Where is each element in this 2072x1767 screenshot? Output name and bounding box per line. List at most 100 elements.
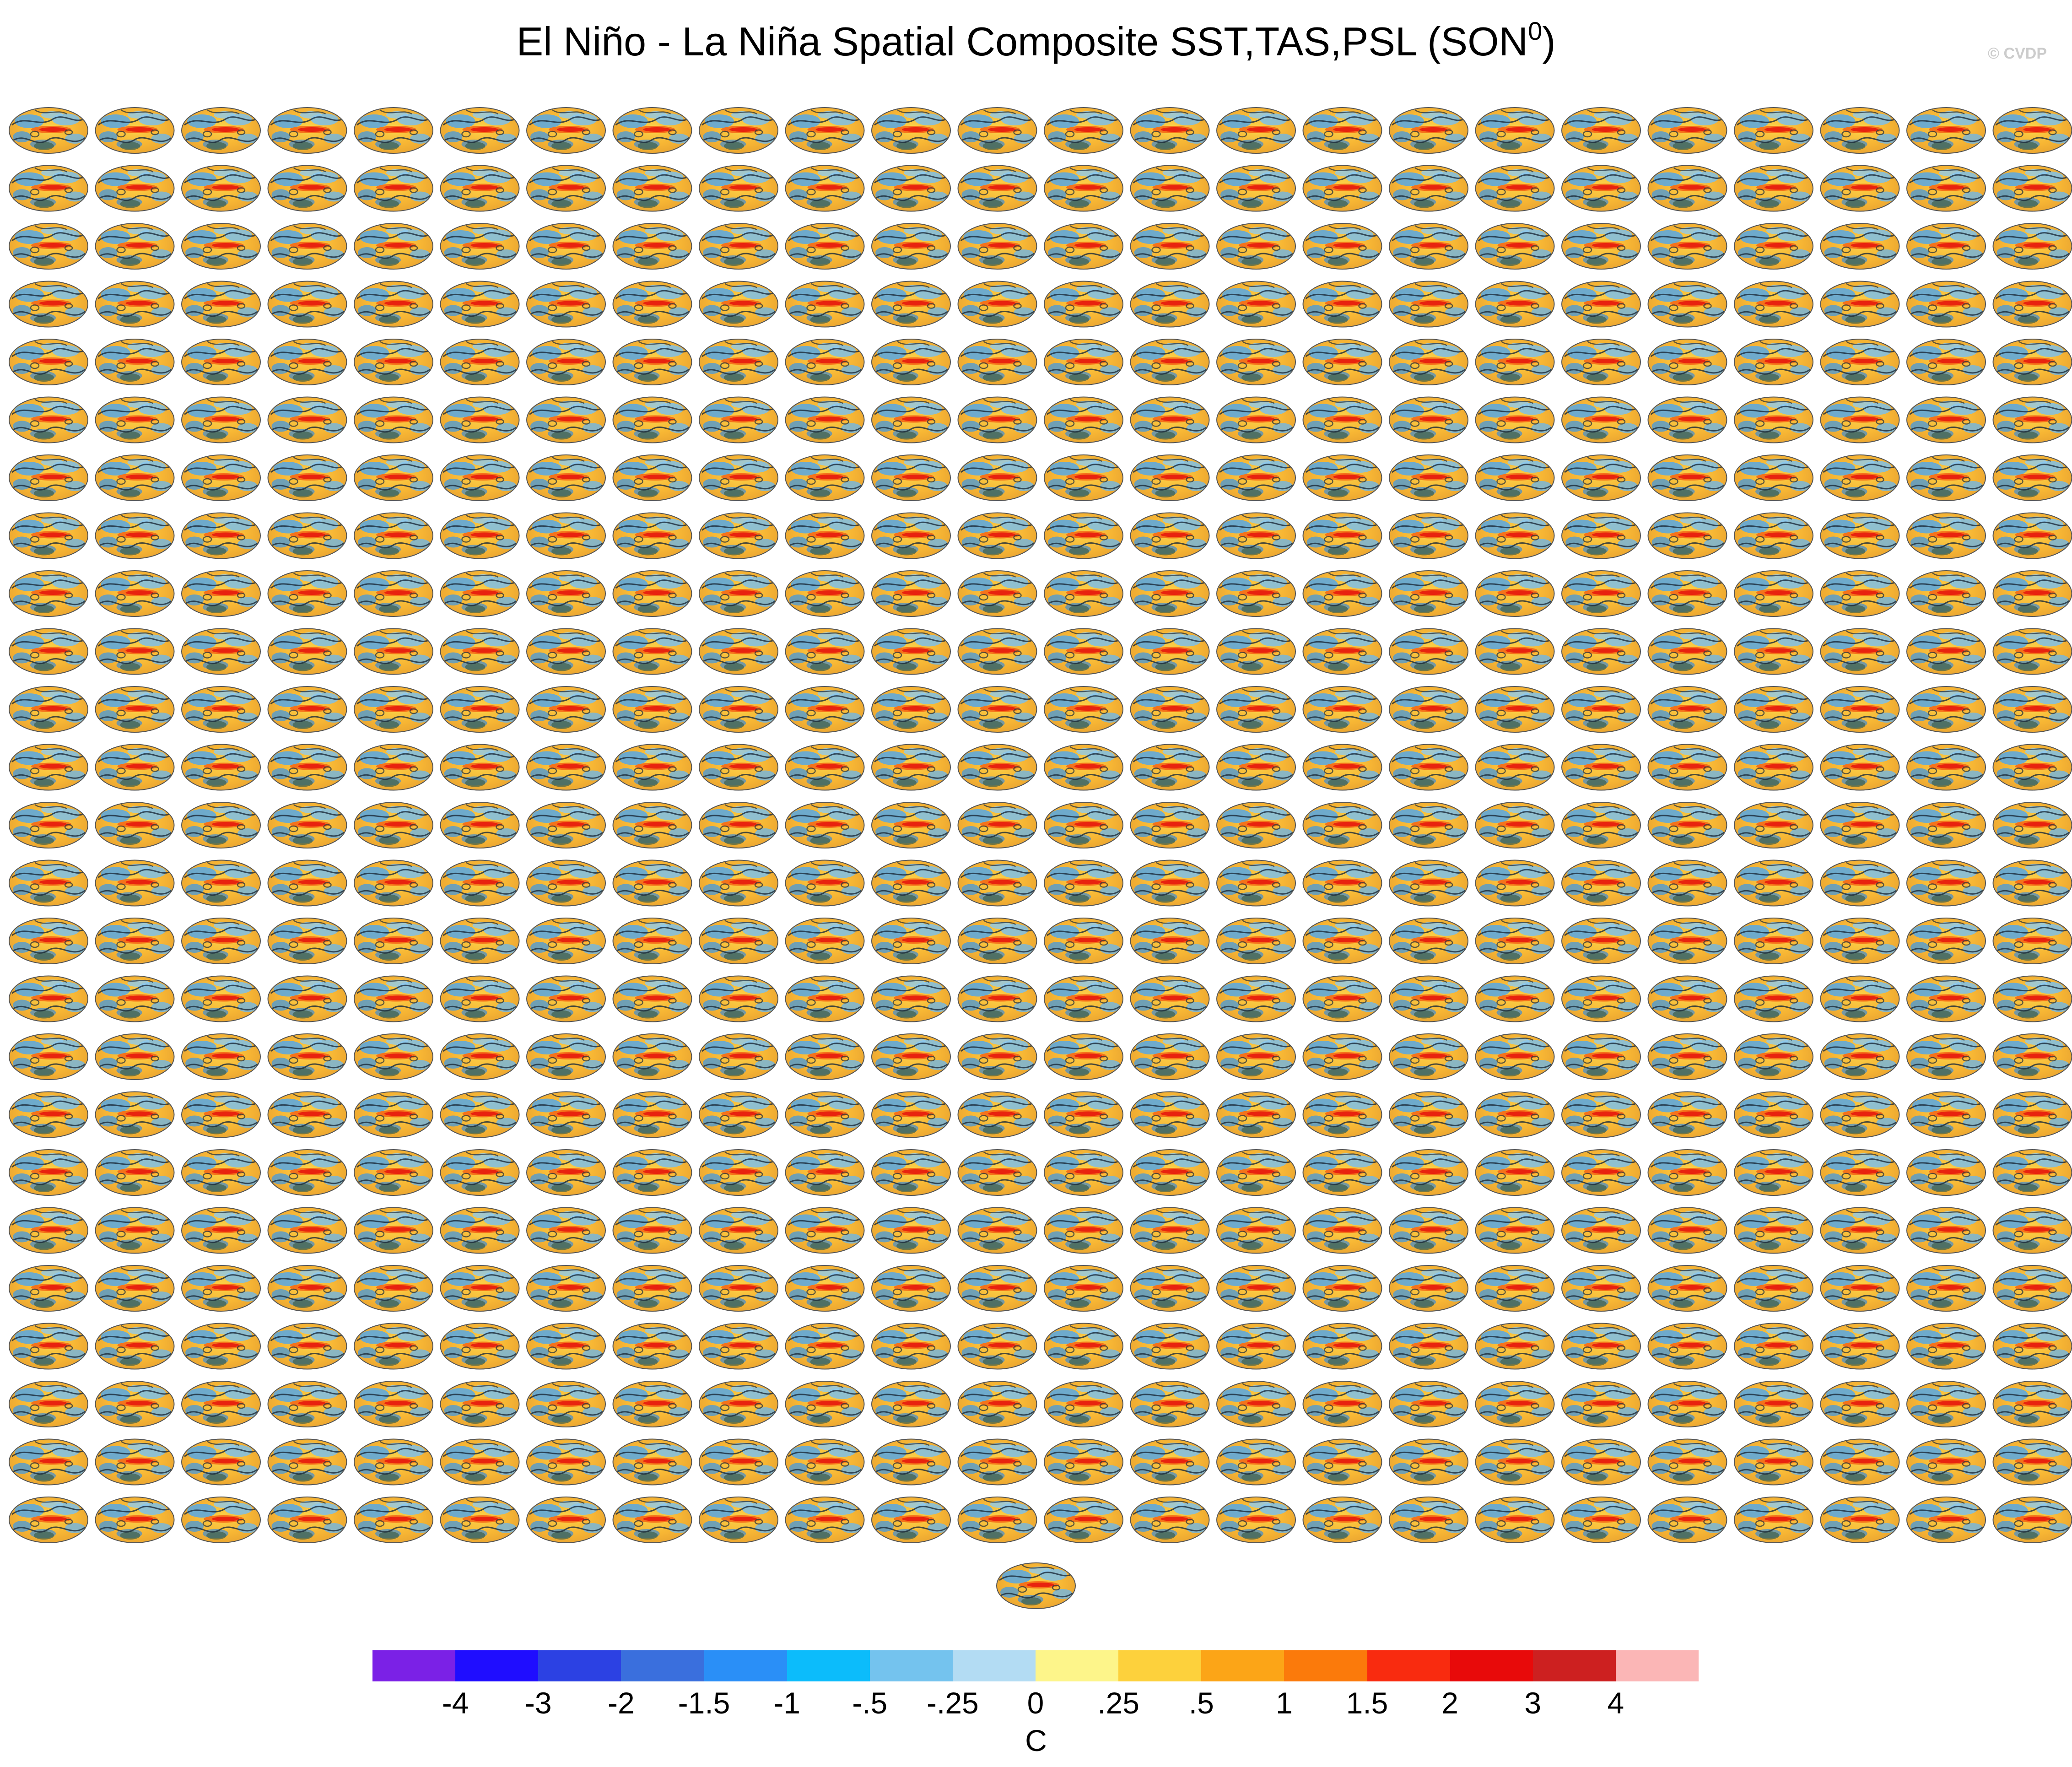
map-panel: [1215, 742, 1297, 793]
map-panel: [697, 568, 780, 619]
map-panel: [1905, 1205, 1987, 1256]
map-panel: [1042, 684, 1125, 735]
map-panel: [1129, 1321, 1211, 1372]
map-panel: [611, 279, 694, 330]
map-panel: [1991, 1263, 2072, 1313]
map-panel: [1387, 800, 1470, 850]
map-panel: [180, 1495, 262, 1545]
map-panel: [94, 105, 176, 156]
colorbar-box: [704, 1650, 787, 1681]
map-panel: [697, 337, 780, 387]
map-panel: [1301, 163, 1384, 214]
map-panel: [1560, 1147, 1642, 1198]
map-panel: [352, 395, 435, 445]
map-panel: [7, 279, 90, 330]
map-panel: [1129, 916, 1211, 966]
map-panel: [439, 800, 521, 850]
map-panel: [266, 1495, 349, 1545]
map-panel: [1560, 1090, 1642, 1140]
map-panel: [525, 1032, 607, 1082]
map-panel: [1042, 279, 1125, 330]
map-panel: [439, 279, 521, 330]
map-panel: [1646, 337, 1729, 387]
map-panel: [525, 1495, 607, 1545]
map-panel: [611, 1032, 694, 1082]
map-panel: [784, 916, 866, 966]
map-panel: [525, 858, 607, 908]
map-panel: [525, 395, 607, 445]
map-panel: [439, 1263, 521, 1313]
map-panel: [439, 1437, 521, 1487]
map-panel: [1129, 1032, 1211, 1082]
map-panel: [525, 453, 607, 503]
map-panel: [1215, 105, 1297, 156]
map-panel: [266, 568, 349, 619]
map-panel: [525, 1437, 607, 1487]
map-panel: [1819, 453, 1901, 503]
map-panel: [352, 974, 435, 1024]
map-panel: [956, 221, 1039, 271]
map-panel: [697, 1032, 780, 1082]
map-panel: [1215, 1437, 1297, 1487]
map-panel: [1215, 568, 1297, 619]
map-panel: [1301, 858, 1384, 908]
map-panel: [870, 279, 952, 330]
map-panel: [956, 163, 1039, 214]
map-panel: [525, 800, 607, 850]
map-panel: [1474, 858, 1556, 908]
map-panel: [1732, 858, 1815, 908]
map-panel: [1042, 395, 1125, 445]
map-panel: [1991, 858, 2072, 908]
map-panel: [1042, 1437, 1125, 1487]
map-panel: [352, 627, 435, 677]
map-panel: [525, 511, 607, 561]
map-panel: [697, 1437, 780, 1487]
map-panel: [784, 568, 866, 619]
map-panel: [1042, 221, 1125, 271]
map-panel: [784, 163, 866, 214]
map-panel: [1732, 742, 1815, 793]
map-panel: [1732, 1032, 1815, 1082]
map-panel: [1215, 337, 1297, 387]
map-panel: [956, 916, 1039, 966]
map-panel: [94, 1379, 176, 1429]
map-panel: [439, 453, 521, 503]
map-panel: [1301, 1147, 1384, 1198]
title-superscript: 0: [1528, 16, 1543, 45]
map-panel: [1301, 1205, 1384, 1256]
map-panel: [94, 627, 176, 677]
map-panel: [1301, 684, 1384, 735]
map-panel: [180, 916, 262, 966]
map-panel: [352, 453, 435, 503]
map-panel: [7, 974, 90, 1024]
map-panel: [1905, 627, 1987, 677]
map-panel: [266, 742, 349, 793]
map-panel: [1215, 1495, 1297, 1545]
map-panel: [1387, 1437, 1470, 1487]
map-panel: [697, 279, 780, 330]
map-panel: [1042, 800, 1125, 850]
map-panel: [956, 1263, 1039, 1313]
map-panel: [611, 1147, 694, 1198]
map-panel: [1042, 337, 1125, 387]
map-panel: [266, 221, 349, 271]
map-panel: [1301, 105, 1384, 156]
map-panel: [180, 1032, 262, 1082]
map-panel: [1129, 974, 1211, 1024]
map-panel: [1387, 511, 1470, 561]
map-panel: [956, 1147, 1039, 1198]
map-panel: [1905, 568, 1987, 619]
map-panel: [697, 221, 780, 271]
map-panel: [1991, 974, 2072, 1024]
map-panel: [1042, 1147, 1125, 1198]
map-panel: [1215, 1205, 1297, 1256]
map-panel: [1301, 916, 1384, 966]
map-panel: [1991, 395, 2072, 445]
map-panel: [870, 395, 952, 445]
map-panel: [1042, 1495, 1125, 1545]
map-panel: [784, 858, 866, 908]
map-panel: [1301, 221, 1384, 271]
map-panel: [180, 337, 262, 387]
map-panel: [1560, 163, 1642, 214]
map-panel: [784, 279, 866, 330]
